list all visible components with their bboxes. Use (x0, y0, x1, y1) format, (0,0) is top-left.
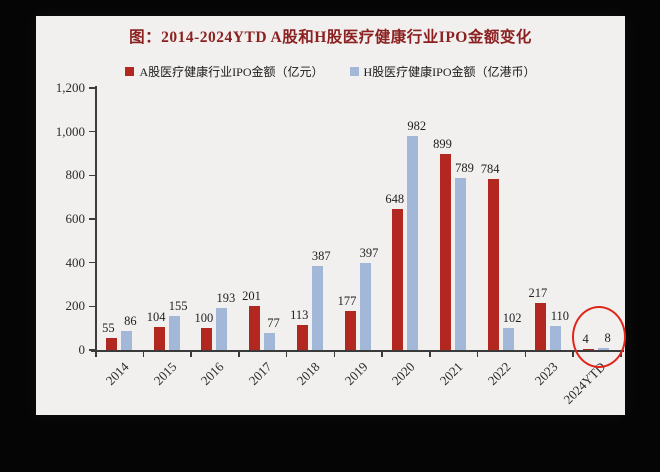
bar-h-2023 (550, 325, 562, 350)
x-axis-label: 2016 (197, 359, 227, 388)
value-label-a-2015: 104 (146, 310, 166, 325)
value-label-h-2016: 193 (216, 290, 236, 305)
x-axis-tick (381, 352, 383, 357)
value-label-h-2017: 77 (267, 316, 280, 331)
bar-h-2019 (359, 263, 371, 350)
value-label-a-2021: 899 (433, 136, 452, 151)
x-axis-tick (572, 352, 574, 357)
bar-h-2015 (168, 316, 180, 350)
legend-item-a-share: A股医疗健康行业IPO金额（亿元） (125, 63, 324, 80)
x-axis-tick (190, 352, 192, 357)
x-axis-label: 2017 (245, 359, 275, 388)
value-label-a-2019: 177 (337, 294, 357, 309)
bar-a-2022 (487, 178, 499, 350)
chart-panel: 图：2014-2024YTD A股和H股医疗健康行业IPO金额变化 A股医疗健康… (36, 16, 627, 415)
y-axis-label: 0 (78, 342, 86, 357)
value-label-a-2022: 784 (480, 161, 500, 176)
x-axis-tick (238, 352, 240, 357)
value-label-h-2019: 397 (359, 246, 379, 261)
annotation-circle (572, 306, 627, 368)
y-axis-label: 1,000 (55, 123, 85, 139)
y-axis-line (95, 86, 97, 350)
x-axis-label: 2022 (484, 359, 514, 388)
x-axis-label: 2021 (436, 359, 466, 388)
legend-label-a-share: A股医疗健康行业IPO金额（亿元） (139, 65, 324, 79)
chart-title: 图：2014-2024YTD A股和H股医疗健康行业IPO金额变化 (129, 29, 532, 46)
x-axis-line (91, 350, 624, 352)
y-axis-label: 600 (65, 211, 86, 226)
y-axis-tick (89, 130, 95, 133)
bar-a-2018 (296, 325, 308, 350)
value-label-a-2017: 201 (242, 289, 261, 304)
chart-plot: 0 200 400 600 800 1,000 1,200 2014 55 86 2015 104 15… (36, 16, 627, 415)
y-axis-label: 1,200 (55, 80, 85, 95)
x-axis-tick (142, 352, 145, 357)
legend-item-h-share: H股医疗健康IPO金额（亿港币） (349, 63, 536, 80)
bar-h-2020 (407, 135, 419, 350)
legend-label-h-share: H股医疗健康IPO金额（亿港币） (363, 65, 536, 79)
value-label-h-2018: 387 (311, 248, 331, 263)
x-axis-tick (524, 352, 527, 357)
y-axis-label: 400 (65, 254, 86, 270)
value-label-a-2020: 648 (385, 191, 405, 206)
bar-h-2022 (502, 327, 514, 350)
bar-h-2016 (216, 307, 228, 350)
y-axis-label: 800 (65, 167, 86, 183)
x-axis-tick (285, 352, 288, 357)
x-axis-label: 2014 (102, 359, 132, 388)
chart-legend: A股医疗健康行业IPO金额（亿元） H股医疗健康IPO金额（亿港币） (36, 63, 625, 80)
value-label-h-2023: 110 (550, 308, 570, 323)
x-axis-label: 2018 (293, 359, 323, 388)
bar-a-2020 (392, 208, 404, 350)
bar-a-2016 (201, 328, 213, 350)
value-label-a-2018: 113 (290, 308, 309, 323)
x-axis-tick (476, 352, 479, 357)
bar-a-2021 (439, 153, 451, 350)
value-label-h-2014: 86 (124, 314, 137, 329)
bar-a-2014 (105, 337, 117, 350)
x-axis-tick (429, 352, 431, 357)
x-axis-tick (333, 352, 336, 357)
y-axis-label: 200 (65, 298, 86, 314)
y-axis-tick (89, 87, 95, 89)
y-axis-tick (89, 218, 95, 220)
value-label-h-2022: 102 (502, 310, 522, 325)
bar-h-2018 (311, 265, 323, 350)
bar-h-2021 (454, 177, 466, 350)
y-axis-tick (89, 349, 95, 351)
y-axis-tick (89, 261, 95, 264)
value-label-a-2014: 55 (102, 320, 115, 335)
bar-a-2023 (535, 302, 547, 350)
bar-a-2015 (153, 327, 165, 350)
value-label-h-2020: 982 (407, 118, 427, 133)
x-axis-label: 2020 (388, 359, 418, 388)
value-label-a-2023: 217 (528, 285, 548, 300)
bar-h-2014 (120, 331, 132, 350)
bar-a-2017 (249, 306, 261, 350)
x-axis-label: 2015 (150, 359, 180, 388)
y-axis-tick (89, 305, 95, 308)
bar-h-2017 (264, 333, 276, 350)
value-label-a-2016: 100 (194, 311, 214, 326)
value-label-h-2015: 155 (168, 299, 188, 314)
x-axis-tick (95, 352, 97, 357)
x-axis-label: 2019 (341, 359, 371, 388)
x-axis-label: 2023 (532, 359, 562, 388)
legend-swatch-h-share-icon (349, 67, 359, 76)
y-axis-tick (89, 174, 95, 177)
bar-a-2019 (344, 311, 356, 350)
value-label-h-2021: 789 (455, 160, 474, 175)
legend-swatch-a-share-icon (125, 67, 135, 76)
